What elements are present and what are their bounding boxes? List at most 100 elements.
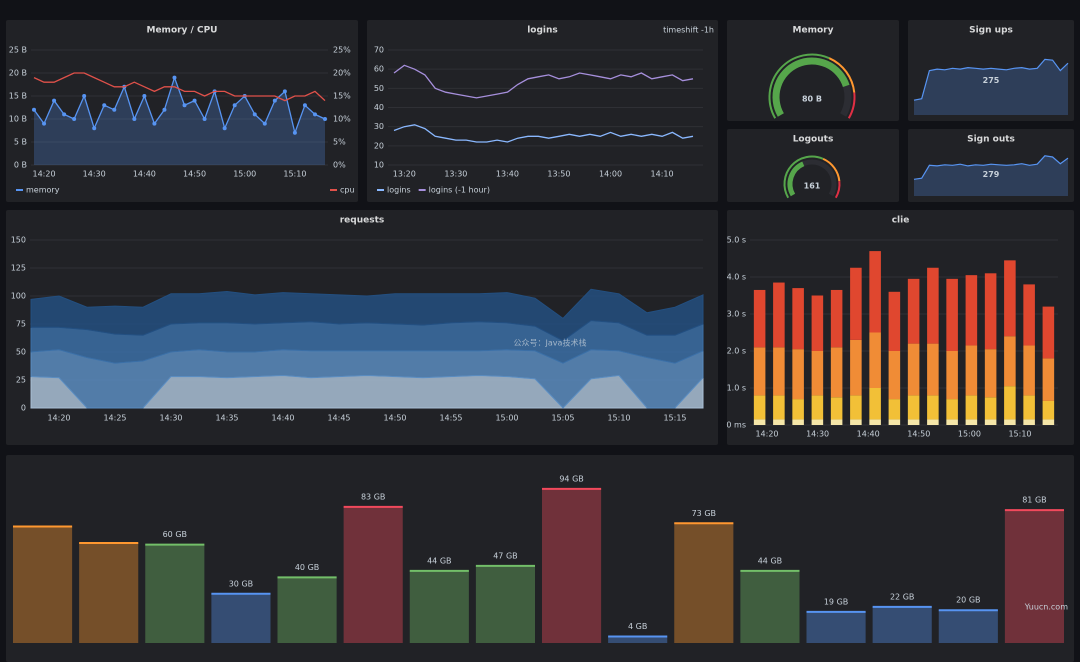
bar-segment [1042,306,1055,359]
y-tick-label: 0 ms [726,421,746,430]
data-point [82,94,87,98]
x-tick-label: 14:30 [806,430,829,439]
bar-segment [869,419,881,425]
data-point [272,98,277,103]
bar-value-label: 44 GB [427,556,451,565]
bar-segment [907,278,920,344]
bar-value-label: 30 GB [229,579,253,588]
bar-segment [1023,284,1035,346]
bar-segment [830,419,843,425]
bar [211,593,271,643]
x-tick-label: 14:55 [439,414,462,423]
bar-segment [773,282,785,348]
bar [872,606,932,643]
bar-segment [907,419,920,425]
bar-segment [1004,386,1016,420]
bar-segment [792,419,804,425]
bar-segment [811,395,824,420]
y-tick-label: 0 B [14,161,27,170]
bar-segment [984,419,997,425]
y-tick-label: 10 [374,161,384,170]
data-point [142,94,147,98]
panel-title: clie [892,216,910,226]
y-tick-label: 25 [16,376,26,385]
bar-segment [830,347,843,398]
panel [727,129,899,202]
bar-value-label: 4 GB [628,622,647,631]
y-tick-label: 5.0 s [727,236,746,245]
annotation: timeshift -1h [663,26,714,35]
bar-segment [946,278,958,351]
bar-segment [965,345,978,396]
bar-segment [1004,419,1016,425]
x-tick-label: 13:30 [444,170,467,179]
x-tick-label: 15:00 [958,430,981,439]
y-tick-label: 60 [374,65,384,74]
bar-segment [753,347,766,396]
bar-segment [811,295,824,351]
x-tick-label: 15:15 [663,414,686,423]
sparkline [913,58,1069,101]
bar-value-label: 73 GB [692,509,716,518]
gauge-threshold [828,57,856,93]
gauge-threshold [834,181,841,199]
data-point [323,117,327,121]
bar [343,506,403,643]
data-point [222,126,227,131]
legend-label: cpu [340,186,355,195]
bar-segment [946,419,958,425]
x-tick-label: 14:50 [183,170,206,179]
data-point [112,107,117,112]
y-tick-label: 20 [374,141,384,150]
stat-value: 279 [983,170,1000,179]
y-tick-label: 75 [16,320,26,329]
bar-segment [984,349,997,398]
stacked-area [30,288,704,342]
bar-segment [811,351,824,396]
watermark: Yuucn.com [1024,603,1068,612]
y-tick-label: 5 B [14,138,27,147]
x-tick-label: 14:40 [271,414,294,423]
x-tick-label: 13:20 [393,170,416,179]
bar [79,542,139,643]
data-point [42,121,47,126]
y-tick-label: 3.0 s [727,310,746,319]
bar-value-label: 60 GB [163,530,187,539]
gauge-threshold [847,92,856,119]
y2-tick-label: 0% [333,161,346,170]
bar-segment [792,399,804,420]
bar-segment [965,395,978,420]
bar [13,526,73,643]
bar-segment [927,419,939,425]
legend-label: logins (-1 hour) [429,186,490,195]
y-tick-label: 50 [374,84,384,93]
bar-value-label: 20 GB [956,596,980,605]
gauge-value: 80 B [802,95,822,104]
x-tick-label: 15:00 [233,170,256,179]
bar [938,610,998,643]
data-point [252,112,257,117]
bar [608,636,668,643]
legend-label: logins [387,186,411,195]
bar [277,577,337,643]
bar-segment [1004,260,1016,337]
y2-tick-label: 5% [333,138,346,147]
bar-segment [946,399,958,420]
series-line [33,72,326,102]
x-tick-label: 14:40 [133,170,156,179]
panel-title: Sign ups [969,26,1013,36]
x-tick-label: 14:30 [159,414,182,423]
bar-segment [927,343,939,396]
bar-segment [753,289,766,348]
bar-value-label: 19 GB [824,597,848,606]
bar-segment [869,388,881,420]
bar-segment [888,399,901,420]
data-point [72,117,77,121]
data-point [262,121,267,126]
bar-segment [984,397,997,420]
bar-segment [927,267,939,344]
bar-segment [965,419,978,425]
x-tick-label: 14:20 [33,170,56,179]
x-tick-label: 14:20 [755,430,778,439]
